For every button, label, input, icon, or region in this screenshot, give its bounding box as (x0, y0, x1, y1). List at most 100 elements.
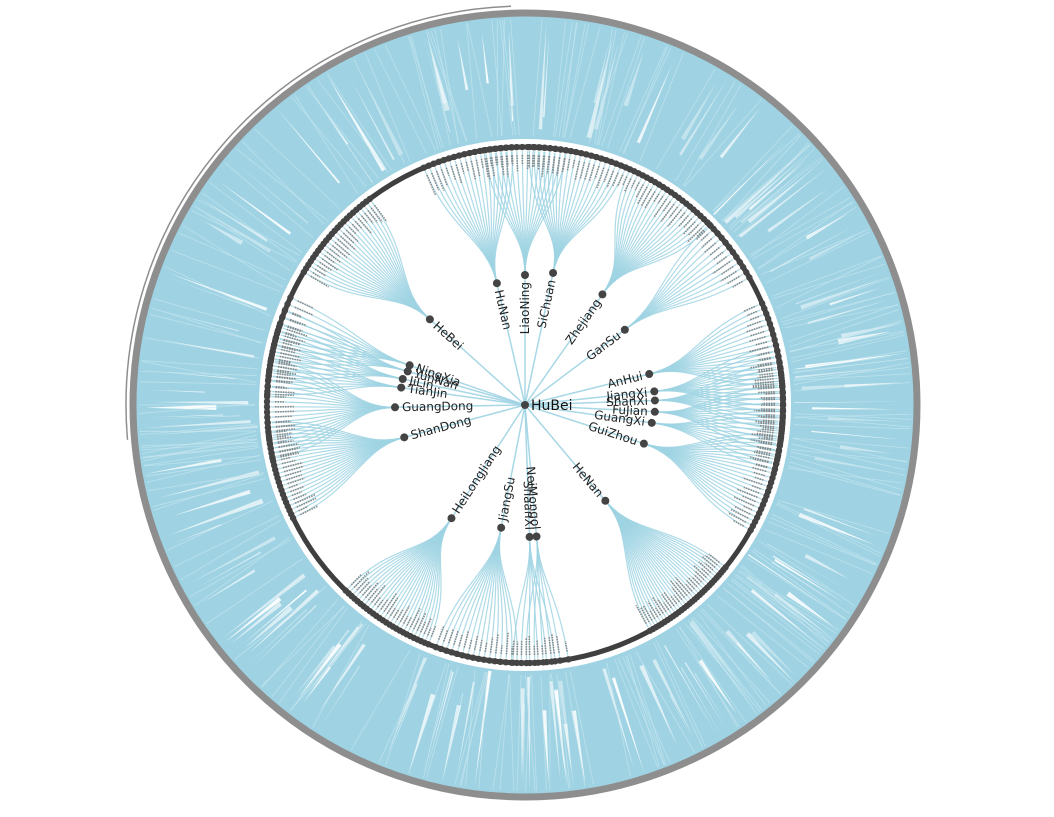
leaf-dot[interactable] (430, 160, 437, 167)
province-dot[interactable] (647, 418, 656, 427)
leaf-dot[interactable] (772, 342, 780, 349)
leaf-dot[interactable] (519, 143, 526, 151)
leaf-dot[interactable] (779, 400, 787, 407)
leaf-dot[interactable] (459, 652, 466, 659)
province-dot[interactable] (532, 532, 541, 541)
leaf-dot[interactable] (536, 144, 544, 151)
leaf-dot[interactable] (268, 355, 275, 362)
leaf-dot[interactable] (269, 455, 276, 462)
province-dot[interactable] (398, 375, 407, 384)
leaf-dot[interactable] (764, 315, 772, 322)
leaf-dot[interactable] (739, 263, 747, 271)
leaf-dot[interactable] (266, 440, 274, 447)
leaf-dot[interactable] (531, 143, 538, 151)
province-dot[interactable] (521, 271, 529, 279)
leaf-dot[interactable] (777, 365, 784, 373)
leaf-dot[interactable] (778, 428, 785, 435)
leaf-dot[interactable] (603, 156, 610, 164)
leaf-dot[interactable] (710, 225, 717, 233)
leaf-dot[interactable] (491, 145, 498, 152)
leaf-dot[interactable] (480, 656, 488, 663)
leaf-dot[interactable] (714, 230, 721, 237)
leaf-dot[interactable] (420, 164, 427, 171)
leaf-dot[interactable] (502, 659, 510, 666)
province-dot[interactable] (650, 396, 659, 405)
leaf-dot[interactable] (432, 643, 440, 651)
leaf-dot[interactable] (562, 147, 570, 154)
leaf-dot[interactable] (551, 658, 559, 665)
leaf-dot[interactable] (526, 659, 533, 667)
leaf-dot[interactable] (265, 434, 273, 442)
leaf-dot[interactable] (263, 403, 271, 411)
leaf-dot[interactable] (736, 258, 744, 266)
leaf-dot[interactable] (469, 654, 477, 661)
leaf-dot[interactable] (445, 155, 453, 162)
province-dot[interactable] (650, 387, 659, 396)
leaf-dot[interactable] (733, 253, 740, 261)
province-dot[interactable] (397, 383, 406, 392)
leaf-dot[interactable] (265, 373, 272, 380)
province-dot[interactable] (391, 403, 400, 412)
leaf-dot[interactable] (617, 162, 625, 169)
leaf-dot[interactable] (461, 151, 468, 158)
province-dot[interactable] (549, 268, 558, 277)
province-dot[interactable] (492, 279, 501, 288)
leaf-dot[interactable] (567, 147, 575, 155)
leaf-dot[interactable] (577, 149, 585, 157)
leaf-dot[interactable] (646, 627, 654, 634)
leaf-dot[interactable] (593, 153, 600, 161)
leaf-dot[interactable] (746, 274, 753, 281)
leaf-dot[interactable] (774, 347, 781, 355)
leaf-dot[interactable] (726, 244, 733, 251)
leaf-dot[interactable] (771, 336, 778, 344)
leaf-dot[interactable] (572, 148, 580, 156)
leaf-dot[interactable] (552, 145, 559, 153)
leaf-dot[interactable] (758, 300, 766, 307)
leaf-dot[interactable] (263, 408, 271, 416)
leaf-dot[interactable] (779, 382, 786, 389)
leaf-dot[interactable] (284, 300, 291, 308)
leaf-dot[interactable] (491, 658, 499, 665)
leaf-dot[interactable] (729, 248, 737, 256)
leaf-dot[interactable] (263, 398, 271, 405)
province-dot[interactable] (639, 439, 648, 448)
leaf-dot[interactable] (513, 659, 521, 667)
leaf-dot[interactable] (264, 383, 271, 391)
leaf-dot[interactable] (279, 314, 286, 321)
leaf-dot[interactable] (268, 450, 275, 457)
leaf-dot[interactable] (264, 414, 271, 421)
leaf-dot[interactable] (264, 424, 272, 431)
leaf-dot[interactable] (778, 371, 785, 379)
province-dot[interactable] (403, 367, 412, 376)
leaf-dot[interactable] (450, 153, 458, 161)
leaf-dot[interactable] (466, 149, 473, 157)
leaf-dot[interactable] (779, 415, 786, 422)
leaf-dot[interactable] (779, 408, 787, 415)
leaf-dot[interactable] (535, 659, 542, 666)
leaf-dot[interactable] (763, 310, 770, 317)
leaf-dot[interactable] (766, 320, 774, 328)
leaf-dot[interactable] (448, 649, 455, 656)
leaf-dot[interactable] (743, 269, 750, 276)
leaf-dot[interactable] (267, 445, 274, 452)
leaf-dot[interactable] (480, 147, 487, 154)
leaf-dot[interactable] (722, 239, 729, 246)
leaf-dot[interactable] (435, 158, 442, 166)
leaf-dot[interactable] (281, 307, 288, 315)
leaf-dot[interactable] (342, 587, 349, 594)
leaf-dot[interactable] (453, 650, 461, 658)
leaf-dot[interactable] (272, 335, 279, 342)
leaf-dot[interactable] (706, 221, 713, 228)
province-dot[interactable] (405, 361, 414, 370)
leaf-dot[interactable] (770, 331, 777, 338)
leaf-dot[interactable] (274, 328, 281, 335)
province-dot[interactable] (447, 514, 456, 523)
leaf-dot[interactable] (543, 658, 550, 666)
leaf-dot[interactable] (776, 359, 783, 367)
leaf-dot[interactable] (513, 143, 520, 151)
leaf-dot[interactable] (588, 152, 595, 159)
leaf-dot[interactable] (747, 526, 754, 534)
root-dot[interactable] (521, 401, 529, 409)
leaf-dot[interactable] (497, 658, 504, 666)
province-dot[interactable] (598, 290, 607, 299)
